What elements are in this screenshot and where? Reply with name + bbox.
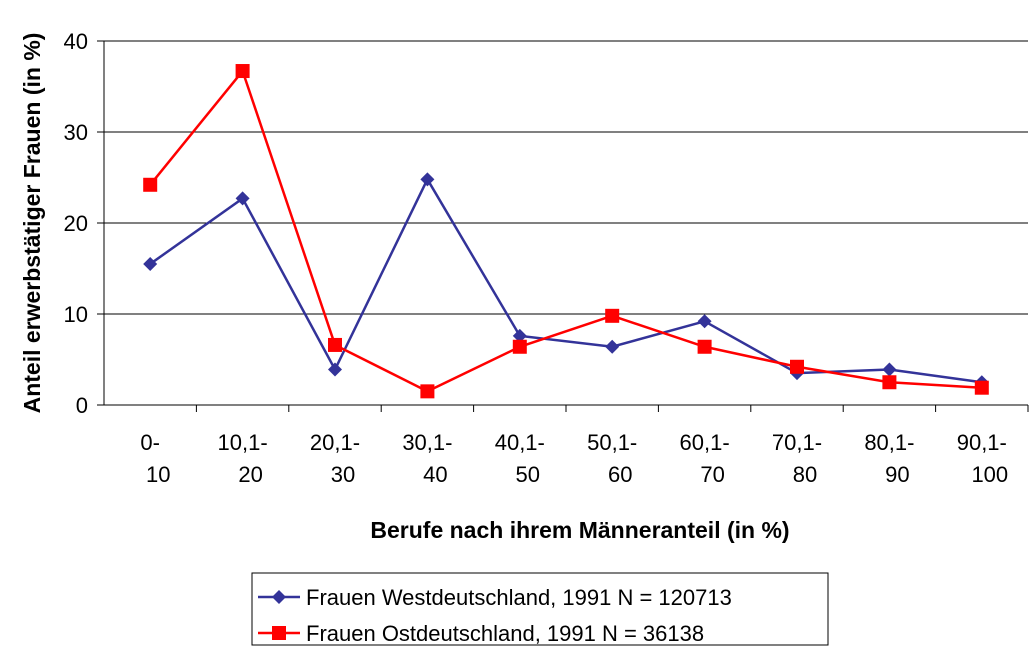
legend-label: Frauen Ostdeutschland, 1991 N = 36138 bbox=[306, 621, 704, 646]
x-tick-label: 80,1-90 bbox=[864, 430, 914, 487]
data-point bbox=[605, 339, 620, 354]
x-tick-label: 20,1-30 bbox=[310, 430, 360, 487]
data-point bbox=[512, 328, 527, 343]
x-axis-label: Berufe nach ihrem Männeranteil (in %) bbox=[370, 517, 789, 543]
y-tick-label: 20 bbox=[64, 211, 88, 236]
data-point bbox=[512, 339, 527, 354]
legend-marker bbox=[272, 626, 286, 640]
legend bbox=[251, 572, 829, 646]
x-tick-label: 70,1-80 bbox=[772, 430, 822, 487]
data-point bbox=[235, 191, 250, 206]
legend-label: Frauen Westdeutschland, 1991 N = 120713 bbox=[306, 585, 732, 610]
series-line bbox=[149, 176, 982, 384]
y-tick-label: 30 bbox=[64, 120, 88, 145]
data-point bbox=[420, 172, 435, 187]
data-point bbox=[328, 362, 342, 377]
data-point bbox=[974, 380, 989, 395]
data-point bbox=[143, 256, 158, 271]
data-point bbox=[882, 375, 897, 390]
y-tick-label: 40 bbox=[64, 29, 88, 54]
data-point bbox=[697, 339, 712, 354]
x-tick-label: 30,1-40 bbox=[402, 430, 452, 487]
y-axis-label: Anteil erwerbstätiger Frauen (in %) bbox=[19, 33, 45, 414]
y-tick-label: 0 bbox=[76, 393, 88, 418]
x-tick-label: 50,1-60 bbox=[587, 430, 637, 487]
data-point bbox=[143, 177, 158, 192]
series-line bbox=[149, 68, 982, 393]
data-point bbox=[605, 308, 620, 323]
data-point bbox=[882, 362, 897, 377]
data-point bbox=[697, 314, 712, 329]
legend-marker bbox=[272, 590, 286, 604]
data-point bbox=[790, 359, 804, 374]
data-point bbox=[235, 64, 250, 79]
data-point bbox=[328, 337, 342, 352]
x-tick-label: 90,1-100 bbox=[957, 430, 1008, 487]
x-tick-label: 40,1-50 bbox=[495, 430, 545, 487]
x-tick-label: 0-10 bbox=[140, 430, 170, 487]
x-tick-label: 60,1-70 bbox=[680, 430, 730, 487]
x-tick-label: 10,1-20 bbox=[218, 430, 268, 487]
data-point bbox=[420, 384, 435, 399]
y-tick-label: 10 bbox=[64, 302, 88, 327]
